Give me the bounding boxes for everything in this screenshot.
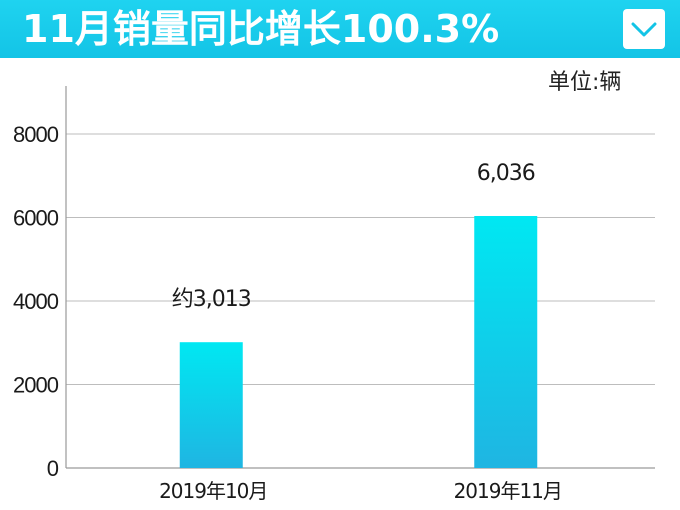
y-tick-label: 6000: [13, 206, 59, 231]
data-label: 约3,013: [172, 287, 251, 312]
bars: [179, 215, 538, 468]
unit-label: 单位:辆: [548, 70, 622, 95]
x-category-label: 2019年11月: [454, 479, 562, 503]
bar: [179, 342, 243, 468]
axes: [65, 86, 655, 469]
chart-title: 11月销量同比增长100.3%: [22, 7, 500, 51]
y-tick-label: 0: [47, 456, 59, 481]
y-tick-label: 8000: [13, 122, 59, 147]
grid-lines: [66, 133, 655, 385]
logo-badge: [623, 9, 665, 49]
y-tick-label: 4000: [13, 289, 59, 314]
y-tick-label: 2000: [13, 373, 59, 398]
bar: [474, 215, 538, 468]
chevron-down-icon: [631, 22, 657, 37]
title-banner: 11月销量同比增长100.3%: [0, 0, 680, 58]
labels: 0 2000 4000 6000 8000 约3,013 2019年10月 6,036 2019…: [13, 122, 563, 503]
x-category-label: 2019年10月: [159, 479, 267, 503]
data-label: 6,036: [477, 161, 535, 186]
